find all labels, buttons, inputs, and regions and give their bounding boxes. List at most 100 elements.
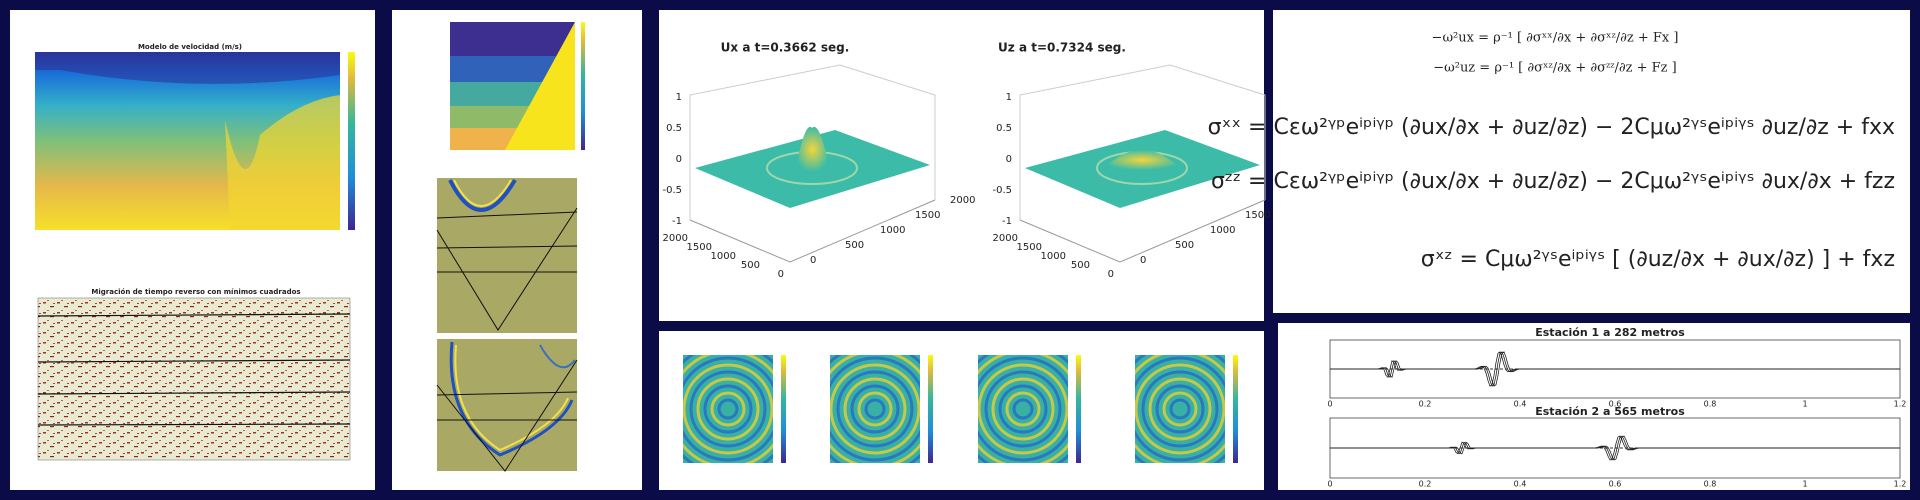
x-tick-label: 0.6 [1609, 480, 1622, 489]
z-tick-label: 1 [676, 92, 682, 103]
y-tick-label: 1000 [880, 225, 905, 236]
x-tick-label: 0.4 [1514, 400, 1527, 409]
ring [717, 398, 739, 420]
axis-box [689, 199, 936, 263]
axis-box [689, 64, 936, 220]
x-tick-label: 1500 [1017, 242, 1042, 253]
plot-title: Estación 1 a 282 metros [1535, 326, 1685, 339]
wave-peak [795, 126, 830, 172]
y-tick-label: 500 [1175, 240, 1194, 251]
equation: σˣˣ = Cεω²ᵞᵖeⁱᵖⁱᵞᵖ (∂ux/∂x + ∂uz/∂z) − 2… [1208, 115, 1895, 140]
colorbar [1076, 355, 1081, 463]
x-tick-label: 0 [1327, 480, 1332, 489]
x-tick-label: 0.2 [1419, 480, 1432, 489]
panel-title: Migración de tiempo reverso con mínimos … [91, 288, 300, 296]
x-tick-label: 0.8 [1704, 480, 1717, 489]
colorbar [781, 355, 786, 463]
ring-image [830, 355, 920, 463]
panel-title: Modelo de velocidad (m/s) [138, 43, 242, 51]
ring [703, 384, 753, 434]
y-tick-label: 1500 [915, 210, 940, 221]
velocity-layer [35, 52, 340, 84]
z-tick-label: -1 [1002, 216, 1012, 227]
ring [696, 377, 760, 441]
z-tick-label: 0 [1006, 154, 1012, 165]
ring [1148, 377, 1212, 441]
ring [830, 363, 920, 455]
ring [1141, 370, 1219, 448]
plot-title: Estación 2 a 565 metros [1535, 405, 1685, 418]
ring [1169, 398, 1191, 420]
trace [1330, 435, 1900, 461]
y-tick-label: 0 [1140, 255, 1146, 266]
x-tick-label: 0 [778, 269, 784, 280]
colorbar [928, 355, 933, 463]
ring-image [978, 355, 1068, 463]
wave-peak [1102, 150, 1182, 170]
z-tick-label: -1 [672, 216, 682, 227]
ring [998, 384, 1048, 434]
ring-image [1135, 355, 1225, 463]
ring [1155, 384, 1205, 434]
ring [830, 356, 920, 462]
ring [1012, 398, 1034, 420]
panel [1273, 10, 1910, 313]
ring [991, 377, 1055, 441]
ring [710, 391, 746, 427]
ring [984, 370, 1062, 448]
ring [843, 377, 907, 441]
x-tick-label: 0.2 [1419, 400, 1432, 409]
ring [689, 370, 767, 448]
equation: −ω²uz = ρ⁻¹ [ ∂σˣᶻ/∂x + ∂σᶻᶻ/∂z + Fz ] [1433, 61, 1677, 76]
ring [978, 356, 1068, 462]
equation: −ω²ux = ρ⁻¹ [ ∂σˣˣ/∂x + ∂σˣᶻ/∂z + Fx ] [1432, 31, 1679, 46]
y-tick-label: 0 [810, 255, 816, 266]
x-tick-label: 0 [1327, 400, 1332, 409]
plot-title: Uz a t=0.7324 seg. [998, 41, 1126, 55]
x-tick-label: 1000 [1041, 251, 1066, 262]
z-tick-label: 0.5 [996, 123, 1012, 134]
ring [864, 398, 886, 420]
ring [857, 391, 893, 427]
z-tick-label: -0.5 [992, 185, 1012, 196]
trace [1330, 351, 1900, 387]
x-tick-label: 2000 [993, 233, 1018, 244]
reflectors [37, 313, 351, 426]
ring [1135, 363, 1225, 455]
x-tick-label: 500 [741, 260, 760, 271]
wavefield [436, 178, 578, 333]
x-tick-label: 0.8 [1704, 400, 1717, 409]
ring [1135, 356, 1225, 462]
x-tick-label: 1.2 [1894, 400, 1907, 409]
colorbar [348, 52, 355, 230]
panel [1278, 323, 1910, 490]
x-tick-label: 1.2 [1894, 480, 1907, 489]
z-tick-label: 1 [1006, 92, 1012, 103]
ring [683, 363, 773, 455]
ring [683, 356, 773, 462]
velocity-layer [225, 95, 340, 230]
x-tick-label: 1 [1802, 480, 1807, 489]
equation: σᶻᶻ = Cεω²ᵞᵖeⁱᵖⁱᵞᵖ (∂ux/∂x + ∂uz/∂z) − 2… [1211, 169, 1895, 194]
y-tick-label: 2000 [950, 195, 975, 206]
equation: σˣᶻ = Cμω²ᵞˢeⁱᵖⁱᵞˢ [ (∂uz/∂x + ∂ux/∂z) ]… [1421, 247, 1895, 272]
ring [1005, 391, 1041, 427]
x-tick-label: 1 [1802, 400, 1807, 409]
ring [978, 363, 1068, 455]
y-tick-label: 500 [845, 240, 864, 251]
z-tick-label: 0.5 [666, 123, 682, 134]
ring [850, 384, 900, 434]
x-tick-label: 1500 [687, 242, 712, 253]
x-tick-label: 2000 [663, 233, 688, 244]
plot-title: Ux a t=0.3662 seg. [721, 41, 850, 55]
axis-box [1019, 199, 1266, 263]
z-tick-label: -0.5 [662, 185, 682, 196]
ring [1162, 391, 1198, 427]
ring [836, 370, 914, 448]
x-tick-label: 500 [1071, 260, 1090, 271]
x-tick-label: 0 [1108, 269, 1114, 280]
wavefield [436, 339, 578, 472]
layer-model [450, 22, 585, 150]
colorbar [1233, 355, 1238, 463]
